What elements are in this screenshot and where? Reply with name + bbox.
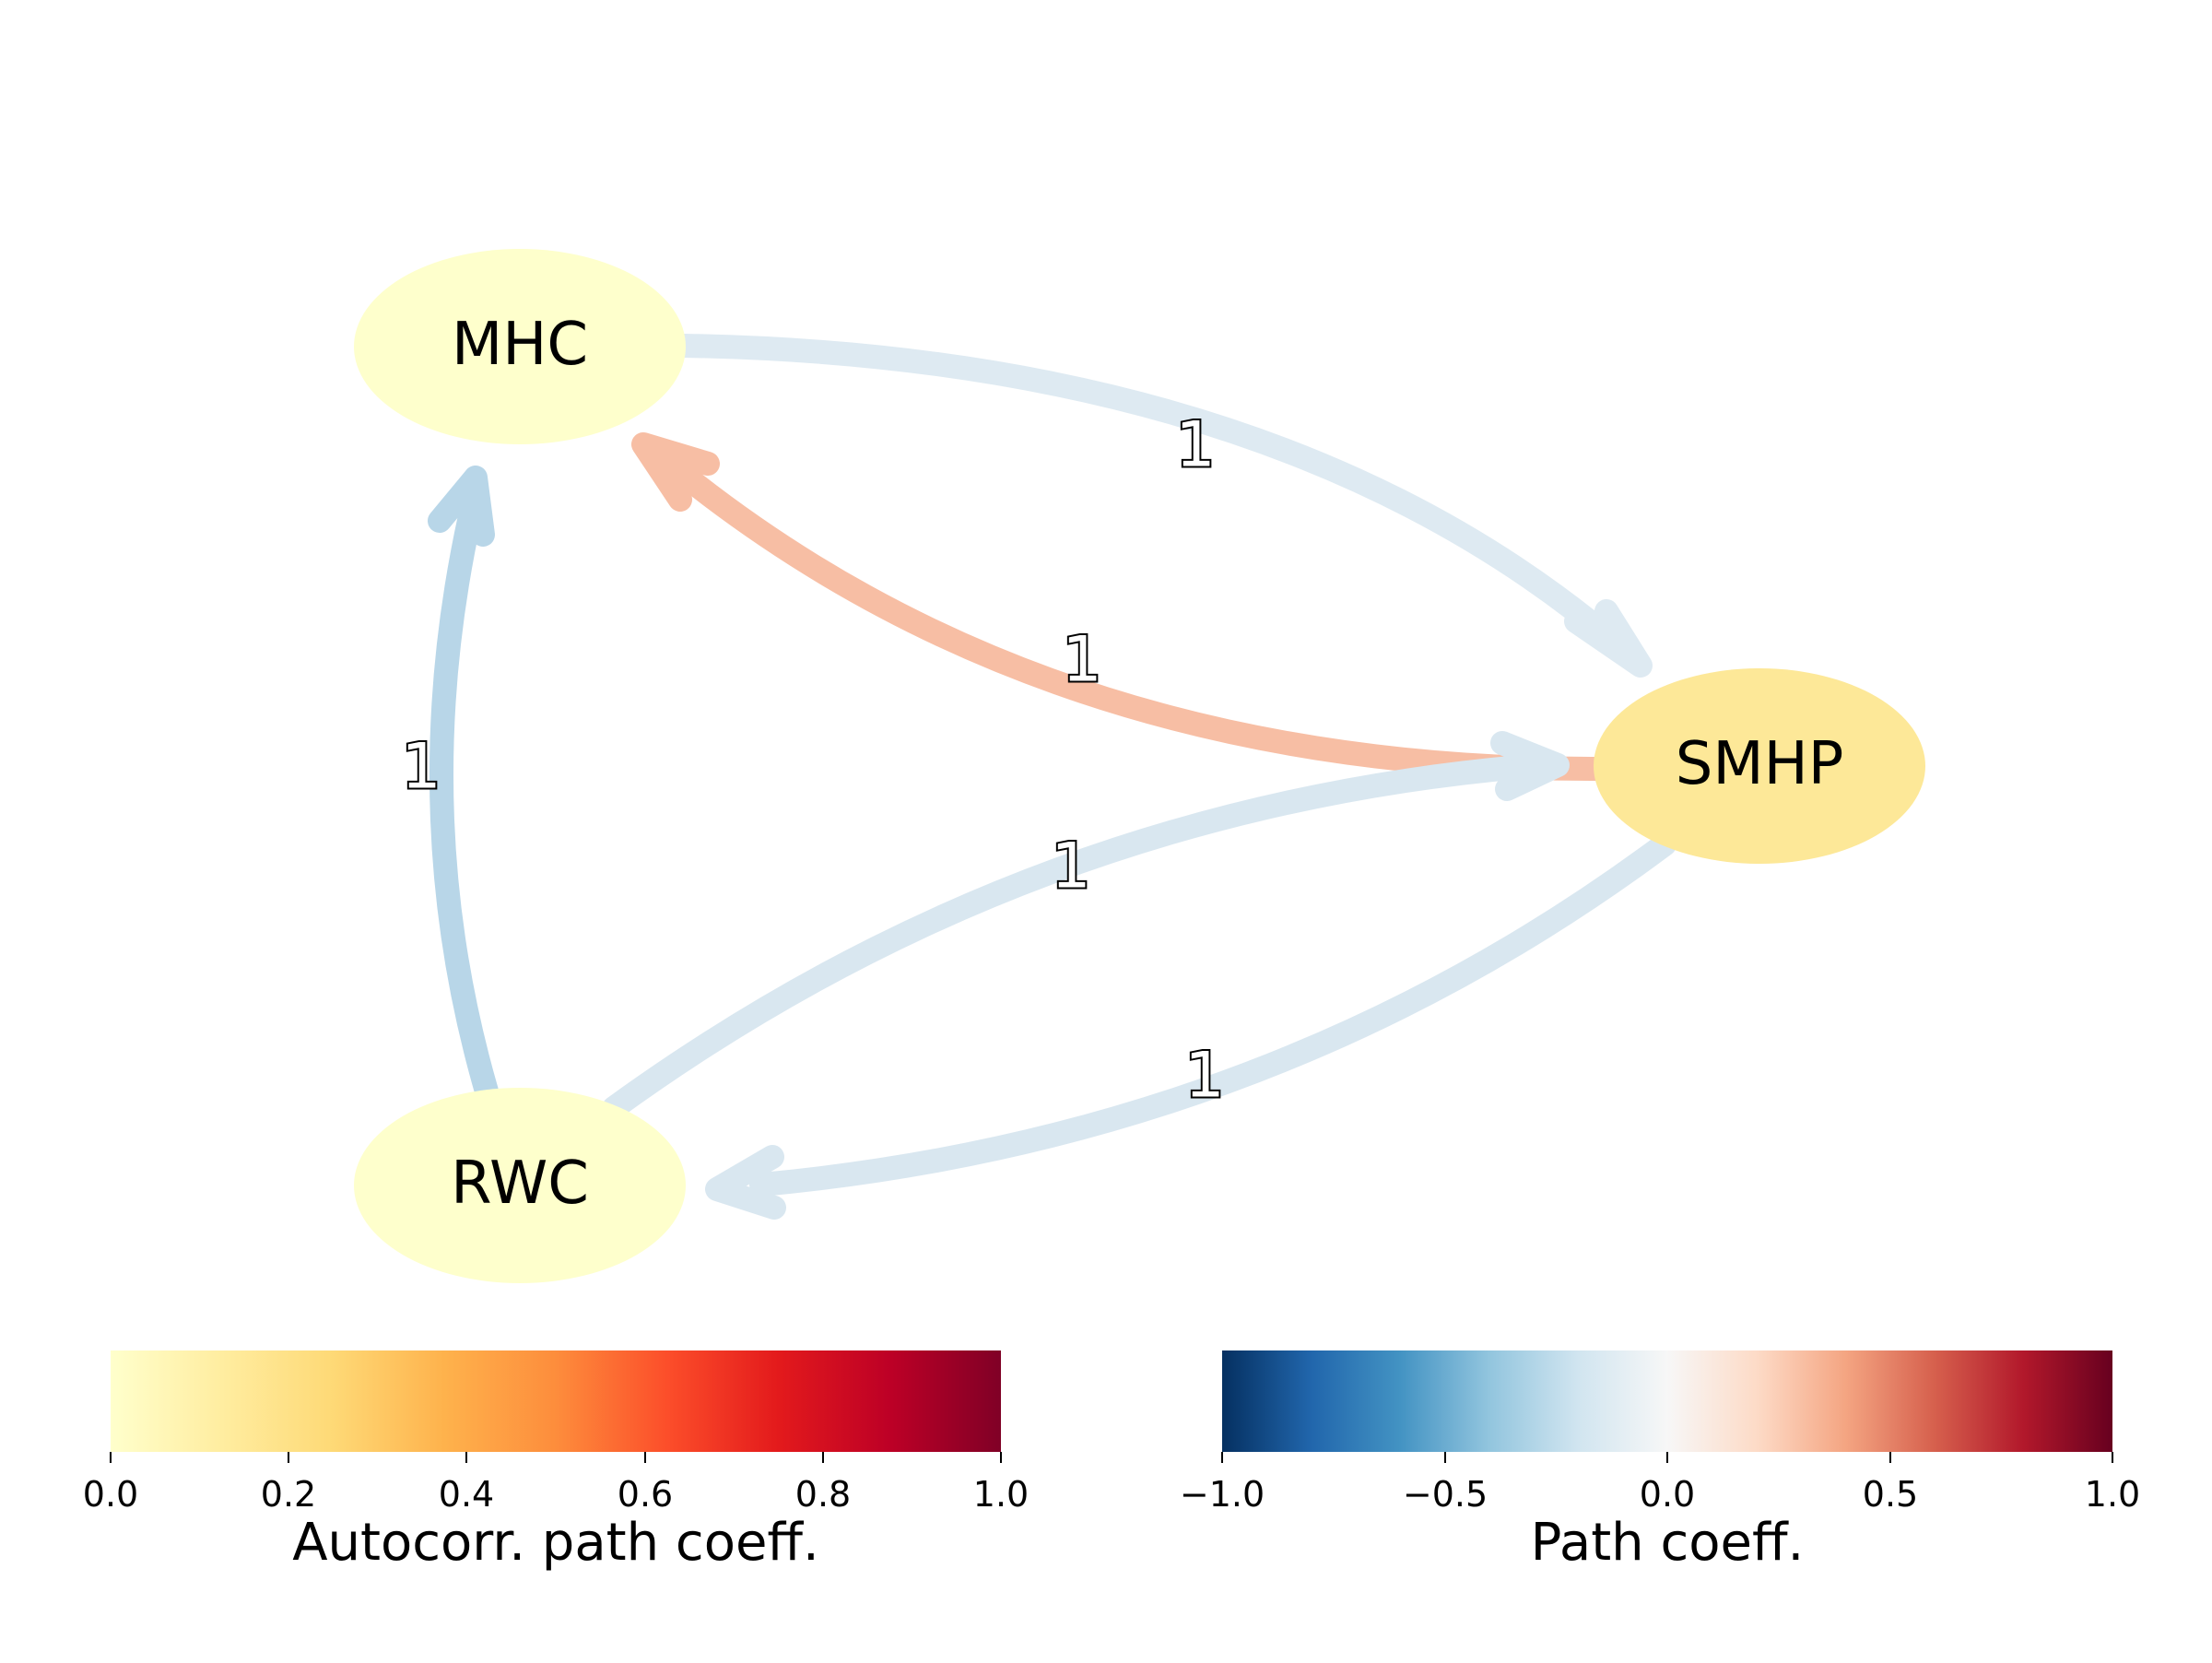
edges: [428, 334, 1677, 1220]
edge-label-rwc-to-smhp: 1: [1051, 831, 1090, 903]
colorbar-autocorr: 0.0 0.2 0.4 0.6 0.8 1.0 Autocorr. path c…: [83, 1350, 1029, 1573]
colorbar-path-title: Path coeff.: [1531, 1513, 1805, 1573]
edge-rwc-to-mhc-line: [429, 504, 499, 1103]
edge-label-rwc-to-mhc: 1: [401, 731, 441, 804]
colorbar-autocorr-tick-label: 1.0: [973, 1474, 1029, 1515]
edge-labels: 1 1 1 1 1: [399, 407, 1226, 1115]
colorbar-autocorr-bar: [111, 1350, 1001, 1452]
edge-smhp-to-rwc-arrowhead: [705, 1145, 786, 1220]
colorbar-path-bar: [1222, 1350, 2112, 1452]
node-rwc[interactable]: RWC: [354, 1088, 686, 1283]
node-smhp[interactable]: SMHP: [1594, 668, 1925, 864]
colorbar-path-tick-label: 0.0: [1640, 1474, 1695, 1515]
nodes: MHC SMHP RWC: [354, 249, 1925, 1283]
node-smhp-label: SMHP: [1676, 730, 1844, 798]
colorbar-autocorr-title: Autocorr. path coeff.: [292, 1513, 819, 1573]
node-mhc-shape: [354, 249, 686, 444]
edge-smhp-to-rwc-line: [749, 832, 1677, 1197]
edge-rwc-to-smhp[interactable]: [602, 731, 1570, 1120]
colorbar-path-tick-label: −1.0: [1180, 1474, 1265, 1515]
colorbar-autocorr-tick-label: 0.6: [618, 1474, 673, 1515]
edge-smhp-to-mhc-line: [654, 449, 1609, 782]
edge-label-smhp-to-mhc: 1: [1062, 624, 1101, 697]
colorbar-autocorr-tick-label: 0.8: [795, 1474, 851, 1515]
colorbar-path-tick-label: 1.0: [2085, 1474, 2140, 1515]
colorbar-autocorr-tick-label: 0.2: [261, 1474, 316, 1515]
edge-rwc-to-mhc-arrowhead: [428, 466, 495, 547]
edge-smhp-to-mhc[interactable]: [631, 432, 1609, 782]
edge-rwc-to-smhp-arrowhead: [1490, 731, 1570, 801]
colorbar-autocorr-tick-label: 0.4: [439, 1474, 494, 1515]
edge-smhp-to-mhc-arrowhead: [631, 432, 720, 512]
node-smhp-shape: [1594, 668, 1925, 864]
colorbar-path-tick-label: −0.5: [1403, 1474, 1488, 1515]
edge-mhc-to-smhp-line: [672, 334, 1632, 659]
edge-label-smhp-to-rwc: 1: [1184, 1040, 1224, 1113]
edge-smhp-to-rwc[interactable]: [705, 832, 1677, 1220]
node-rwc-shape: [354, 1088, 686, 1283]
edge-mhc-to-smhp[interactable]: [672, 334, 1653, 678]
colorbar-autocorr-tick-label: 0.0: [83, 1474, 138, 1515]
edge-label-mhc-to-smhp: 1: [1175, 409, 1215, 482]
node-mhc-label: MHC: [452, 311, 588, 379]
edge-rwc-to-mhc[interactable]: [428, 466, 499, 1103]
node-rwc-label: RWC: [451, 1150, 589, 1218]
colorbar-path-ticks: [1221, 1452, 2113, 1463]
colorbar-autocorr-ticks: [110, 1452, 1002, 1463]
colorbar-path: −1.0 −0.5 0.0 0.5 1.0 Path coeff.: [1180, 1350, 2140, 1573]
node-mhc[interactable]: MHC: [354, 249, 686, 444]
colorbar-path-tick-label: 0.5: [1863, 1474, 1918, 1515]
edge-rwc-to-smhp-line: [602, 755, 1533, 1120]
edge-mhc-to-smhp-arrowhead: [1564, 599, 1653, 678]
